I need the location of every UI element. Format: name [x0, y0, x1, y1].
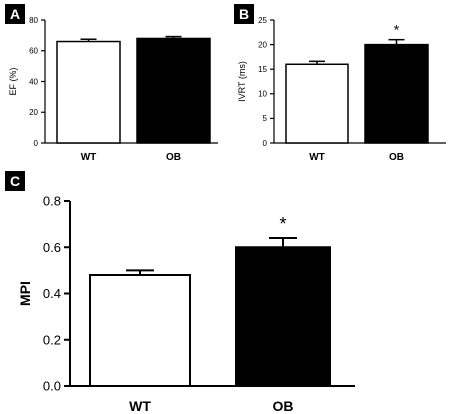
significance-marker: * [394, 22, 400, 38]
panel-c: C 0.0 0.2 0.4 0.6 0.8 MPI WT OB * [5, 171, 355, 414]
bar-ob [364, 43, 429, 144]
bar-ob [235, 246, 331, 387]
significance-marker: * [279, 214, 286, 234]
y-tick-label: 20 [29, 108, 38, 117]
panel-label: A [10, 6, 20, 22]
y-tick-label: 0.4 [43, 286, 61, 301]
x-category-label: WT [309, 152, 325, 163]
y-tick-label: 10 [258, 90, 267, 99]
panel-label: B [239, 6, 249, 22]
panel-label-box [234, 4, 254, 24]
y-tick-label: 0 [34, 139, 39, 148]
y-axis-label: IVRT (ms) [237, 61, 247, 102]
x-category-label: WT [129, 398, 151, 414]
y-tick-label: 0.2 [43, 332, 61, 347]
y-tick-label: 0.0 [43, 379, 61, 394]
x-category-label: WT [81, 152, 97, 163]
y-tick-label: 20 [258, 40, 267, 49]
panel-label-box [5, 4, 25, 24]
panel-label-box [5, 171, 25, 191]
y-tick-label: 0.8 [43, 194, 61, 209]
x-category-label: OB [389, 152, 404, 163]
panel-b: B 0 5 10 15 20 25 IVRT (ms) WT OB * [234, 4, 446, 163]
bar-wt [56, 40, 121, 144]
y-tick-label: 80 [29, 16, 38, 25]
y-tick-label: 60 [29, 47, 38, 56]
y-tick-label: 0.6 [43, 240, 61, 255]
bar-ob [136, 37, 211, 144]
x-category-label: OB [166, 152, 181, 163]
bar-wt [89, 274, 191, 387]
y-tick-label: 0 [263, 139, 268, 148]
y-tick-label: 5 [263, 114, 268, 123]
y-axis-label: MPI [17, 281, 33, 306]
y-axis-label: EF (%) [8, 67, 18, 95]
panel-label: C [10, 173, 20, 189]
y-tick-label: 40 [29, 77, 38, 86]
bar-wt [285, 63, 349, 144]
y-tick-label: 25 [258, 16, 267, 25]
y-tick-label: 15 [258, 65, 267, 74]
panel-a: A 0 20 40 60 80 EF (%) WT OB [5, 4, 218, 163]
x-category-label: OB [273, 398, 294, 414]
